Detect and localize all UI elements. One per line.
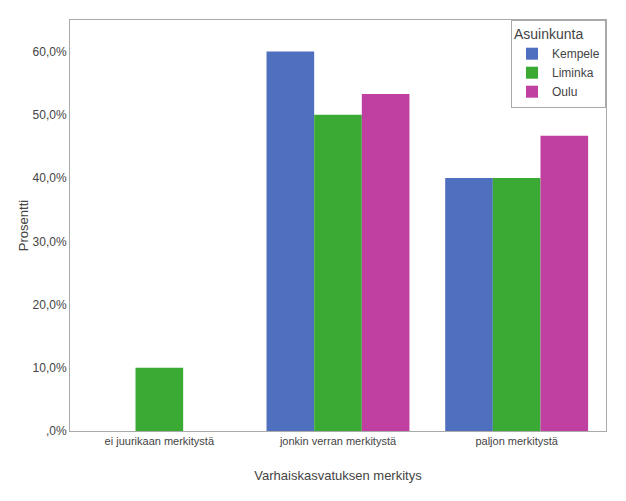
svg-text:10,0%: 10,0% <box>33 361 67 375</box>
svg-text:paljon merkitystä: paljon merkitystä <box>475 435 558 447</box>
svg-text:,0%: ,0% <box>46 424 67 438</box>
svg-text:Varhaiskasvatuksen merkitys: Varhaiskasvatuksen merkitys <box>254 468 422 483</box>
svg-text:Oulu: Oulu <box>552 85 577 99</box>
svg-text:Asuinkunta: Asuinkunta <box>514 26 583 42</box>
svg-text:40,0%: 40,0% <box>33 171 67 185</box>
svg-text:20,0%: 20,0% <box>33 298 67 312</box>
svg-text:30,0%: 30,0% <box>33 235 67 249</box>
svg-text:50,0%: 50,0% <box>33 108 67 122</box>
svg-text:jonkin verran merkitystä: jonkin verran merkitystä <box>279 435 397 447</box>
svg-text:Prosentti: Prosentti <box>16 200 31 251</box>
svg-text:Kempele: Kempele <box>552 47 600 61</box>
svg-text:ei juurikaan merkitystä: ei juurikaan merkitystä <box>105 435 215 447</box>
svg-text:60,0%: 60,0% <box>33 45 67 59</box>
svg-text:Liminka: Liminka <box>552 66 594 80</box>
